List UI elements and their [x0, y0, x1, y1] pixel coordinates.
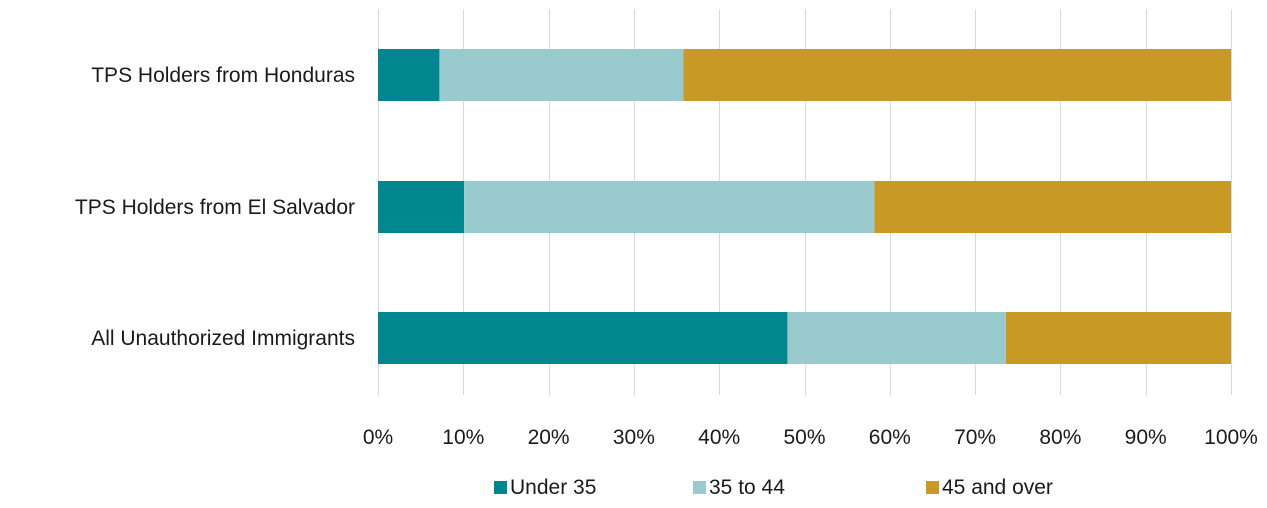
x-tick-label: 100%	[1204, 426, 1258, 449]
legend: Under 35 35 to 44 45 and over	[494, 476, 1053, 499]
bar-segment-45-and-over-1	[683, 49, 1231, 101]
category-label: TPS Holders from El Salvador	[75, 196, 355, 219]
bar-segment-35-to-44-3	[787, 312, 1006, 364]
x-tick-label: 20%	[528, 426, 570, 449]
legend-label: 45 and over	[942, 476, 1053, 499]
x-tick-label: 0%	[363, 426, 393, 449]
category-label: TPS Holders from Honduras	[91, 64, 355, 87]
y-axis-labels: TPS Holders from Honduras TPS Holders fro…	[75, 64, 355, 350]
legend-swatch	[494, 481, 507, 494]
category-label: All Unauthorized Immigrants	[91, 327, 355, 350]
x-tick-label: 90%	[1125, 426, 1167, 449]
x-tick-label: 80%	[1039, 426, 1081, 449]
x-tick-label: 30%	[613, 426, 655, 449]
bar-segment-45-and-over-3	[1005, 312, 1231, 364]
x-tick-label: 50%	[783, 426, 825, 449]
x-tick-label: 60%	[869, 426, 911, 449]
x-tick-label: 70%	[954, 426, 996, 449]
bar-segment-35-to-44-2	[464, 181, 875, 233]
legend-label: Under 35	[510, 476, 596, 499]
x-axis-tick-labels: 0% 10% 20% 30% 40% 50% 60% 70% 80% 90% 100%	[363, 426, 1258, 449]
bar-segment-under-35-3	[378, 312, 788, 364]
bar-segment-45-and-over-2	[874, 181, 1231, 233]
legend-swatch	[693, 481, 706, 494]
bar-segment-35-to-44-1	[439, 49, 684, 101]
x-tick-label: 40%	[698, 426, 740, 449]
legend-label: 35 to 44	[709, 476, 785, 499]
legend-swatch	[926, 481, 939, 494]
x-tick-label: 10%	[442, 426, 484, 449]
bar-segment-under-35-1	[378, 49, 440, 101]
bars	[378, 49, 1231, 364]
bar-segment-under-35-2	[378, 181, 465, 233]
